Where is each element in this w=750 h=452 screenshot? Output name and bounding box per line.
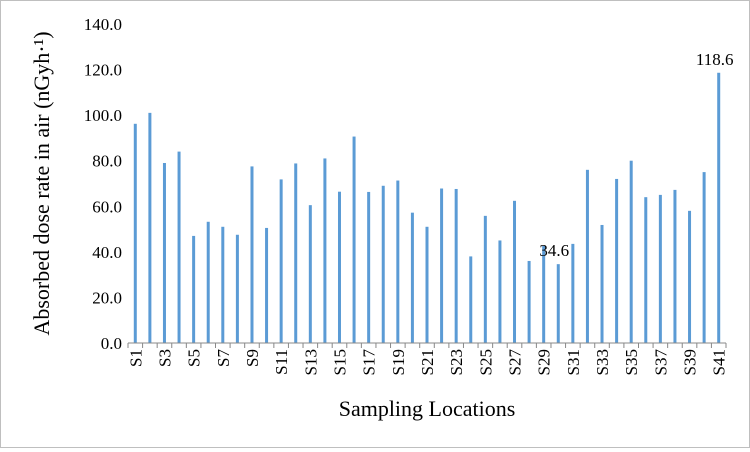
x-tick-label: S25 bbox=[476, 349, 495, 375]
x-tick-label: S9 bbox=[243, 349, 262, 367]
x-tick-label: S15 bbox=[330, 349, 349, 375]
x-tick-label: S41 bbox=[710, 349, 729, 375]
y-tick-label: 140.0 bbox=[84, 15, 122, 34]
bar-s5 bbox=[192, 235, 196, 343]
data-label-s41: 118.6 bbox=[696, 50, 734, 69]
bar-s20 bbox=[410, 212, 414, 343]
bar-s30 bbox=[556, 264, 560, 343]
x-tick-label: S35 bbox=[622, 349, 641, 375]
bar-s31 bbox=[571, 243, 575, 343]
x-tick-label: S39 bbox=[681, 349, 700, 375]
x-tick-label: S29 bbox=[535, 349, 554, 375]
y-axis-ticks: 0.0 20.0 40.0 60.0 80.0 100.0 120.0 140.0 bbox=[84, 15, 122, 353]
bar-s36 bbox=[644, 197, 648, 343]
bar-s19 bbox=[396, 180, 400, 343]
bar-s40 bbox=[702, 172, 706, 343]
x-tick-label: S5 bbox=[185, 349, 204, 367]
bar-s22 bbox=[440, 188, 444, 343]
y-tick-label: 40.0 bbox=[92, 243, 122, 262]
bar-s39 bbox=[688, 210, 692, 343]
bar-s25 bbox=[483, 215, 487, 343]
x-axis-ticks: S1 S3 S5 S7 S9 S11 S13 S15 S17 S19 S21 S23 S25 S27 S29… bbox=[126, 343, 729, 376]
bar-s41 bbox=[717, 72, 721, 343]
y-tick-label: 20.0 bbox=[92, 288, 122, 307]
x-tick-label: S17 bbox=[360, 349, 379, 376]
x-tick-label: S23 bbox=[447, 349, 466, 375]
bar-s18 bbox=[381, 185, 385, 343]
bar-s1 bbox=[133, 123, 137, 343]
bar-s10 bbox=[265, 227, 269, 343]
bar-s3 bbox=[162, 162, 166, 343]
data-labels: 34.6 118.6 bbox=[539, 50, 733, 260]
bar-s14 bbox=[323, 158, 327, 343]
bar-s24 bbox=[469, 256, 473, 343]
bar-s11 bbox=[279, 179, 283, 343]
bar-s6 bbox=[206, 221, 210, 343]
bar-s8 bbox=[235, 234, 239, 343]
x-tick-label: S31 bbox=[564, 349, 583, 375]
bar-s23 bbox=[454, 188, 458, 343]
bars bbox=[133, 72, 721, 343]
bar-s32 bbox=[585, 169, 589, 343]
x-tick-label: S3 bbox=[155, 349, 174, 367]
x-tick-label: S11 bbox=[272, 349, 291, 375]
bar-s17 bbox=[367, 191, 371, 343]
x-tick-label: S13 bbox=[301, 349, 320, 375]
bar-s29 bbox=[542, 245, 546, 343]
bar-s4 bbox=[177, 151, 181, 343]
x-tick-label: S33 bbox=[593, 349, 612, 375]
bar-s27 bbox=[513, 200, 517, 343]
y-axis-title: Absorbed dose rate in air (nGyh·¹) bbox=[29, 31, 54, 335]
y-tick-label: 80.0 bbox=[92, 152, 122, 171]
x-tick-label: S27 bbox=[506, 349, 525, 376]
y-tick-label: 120.0 bbox=[84, 61, 122, 80]
y-tick-label: 100.0 bbox=[84, 106, 122, 125]
y-tick-label: 0.0 bbox=[101, 334, 122, 353]
data-label-s30: 34.6 bbox=[539, 241, 569, 260]
x-axis-title: Sampling Locations bbox=[339, 396, 516, 421]
bar-s12 bbox=[294, 163, 298, 343]
x-tick-label: S37 bbox=[651, 349, 670, 376]
bar-s15 bbox=[337, 191, 341, 343]
bar-s21 bbox=[425, 226, 429, 343]
bar-s38 bbox=[673, 189, 677, 343]
bar-s16 bbox=[352, 136, 356, 343]
bar-s35 bbox=[629, 160, 633, 343]
bar-s37 bbox=[658, 194, 662, 343]
bar-s34 bbox=[615, 178, 619, 343]
bar-s2 bbox=[148, 112, 152, 343]
x-tick-label: S21 bbox=[418, 349, 437, 375]
bar-s7 bbox=[221, 226, 225, 343]
bar-s33 bbox=[600, 224, 604, 343]
x-tick-label: S7 bbox=[214, 349, 233, 367]
bar-s13 bbox=[308, 205, 312, 343]
x-tick-label: S19 bbox=[389, 349, 408, 375]
bar-s28 bbox=[527, 260, 531, 343]
bar-s9 bbox=[250, 166, 254, 343]
bar-s26 bbox=[498, 240, 502, 343]
x-tick-label: S1 bbox=[126, 349, 145, 367]
y-tick-label: 60.0 bbox=[92, 197, 122, 216]
